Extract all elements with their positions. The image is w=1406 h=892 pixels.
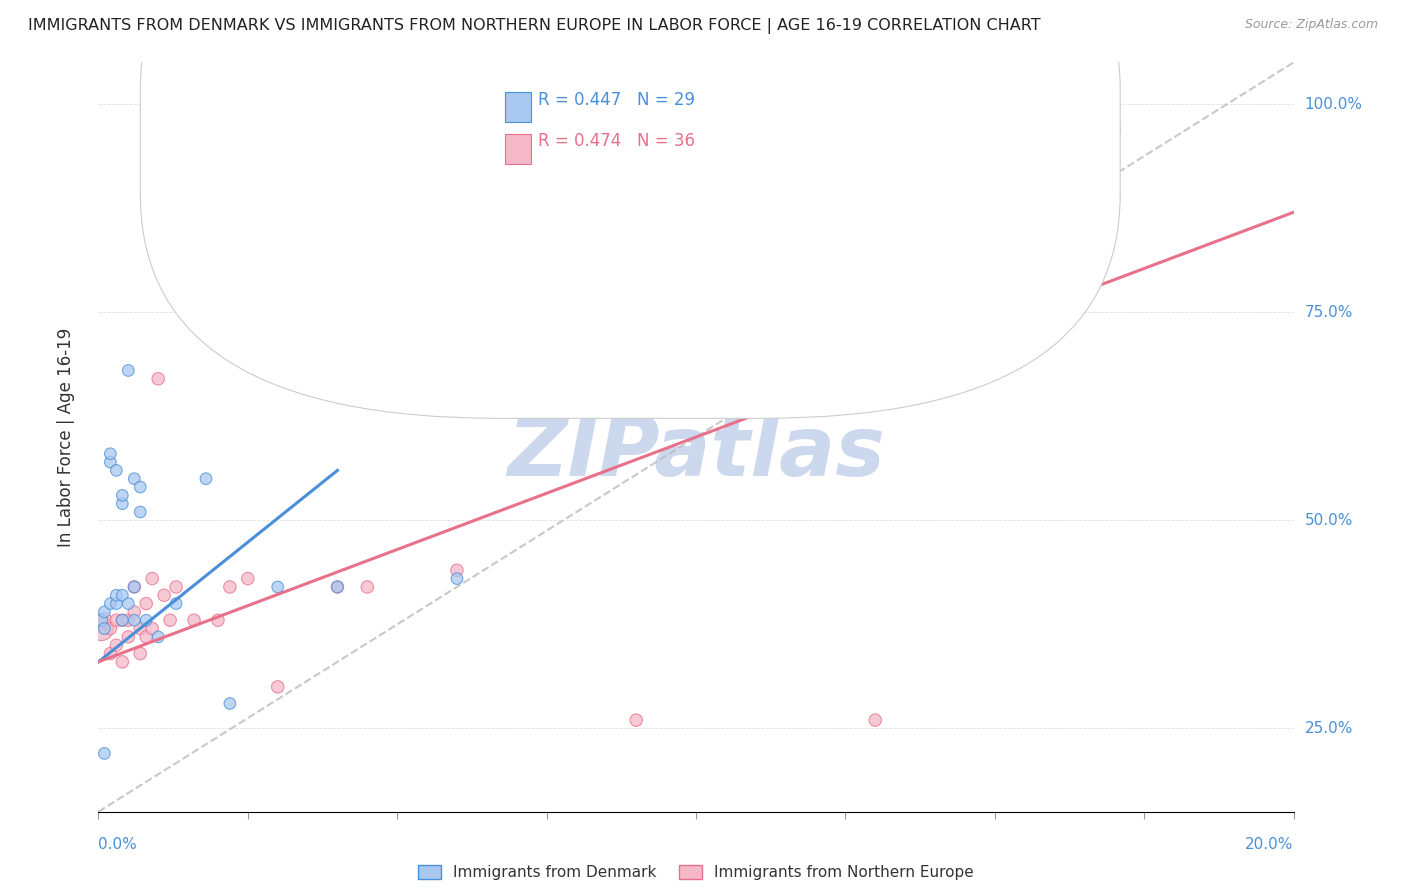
Point xyxy=(98,622,122,636)
FancyBboxPatch shape xyxy=(141,0,1121,418)
Text: Source: ZipAtlas.com: Source: ZipAtlas.com xyxy=(1244,18,1378,31)
Point xyxy=(195,472,218,486)
Point xyxy=(98,597,122,611)
Text: 75.0%: 75.0% xyxy=(1305,305,1353,319)
Point xyxy=(135,613,157,627)
Point xyxy=(124,580,146,594)
Point xyxy=(165,597,187,611)
Text: R = 0.474   N = 36: R = 0.474 N = 36 xyxy=(538,132,695,150)
Point xyxy=(141,572,163,586)
Point xyxy=(183,613,205,627)
Point xyxy=(117,597,139,611)
Point xyxy=(207,613,229,627)
Point xyxy=(1104,122,1126,136)
Y-axis label: In Labor Force | Age 16-19: In Labor Force | Age 16-19 xyxy=(56,327,75,547)
Point xyxy=(124,580,146,594)
Legend: Immigrants from Denmark, Immigrants from Northern Europe: Immigrants from Denmark, Immigrants from… xyxy=(412,859,980,887)
Point xyxy=(356,580,378,594)
Point xyxy=(626,713,648,727)
Point xyxy=(117,630,139,644)
Text: R = 0.447   N = 29: R = 0.447 N = 29 xyxy=(538,91,695,109)
Point xyxy=(124,613,146,627)
Point xyxy=(219,697,242,711)
Point xyxy=(326,580,349,594)
Point xyxy=(148,372,170,386)
Bar xyxy=(505,134,531,163)
Point xyxy=(446,572,468,586)
Point xyxy=(98,455,122,469)
Point xyxy=(93,605,115,619)
Point xyxy=(98,647,122,661)
Text: 0.0%: 0.0% xyxy=(98,837,138,852)
Point xyxy=(93,622,115,636)
Point xyxy=(111,613,134,627)
Point xyxy=(141,622,163,636)
Point xyxy=(111,655,134,669)
Bar xyxy=(505,93,531,122)
Point xyxy=(105,463,128,477)
Point xyxy=(117,363,139,377)
Point xyxy=(326,580,349,594)
Point xyxy=(267,580,290,594)
Point xyxy=(1043,263,1066,277)
Point xyxy=(135,597,157,611)
Point xyxy=(90,622,112,636)
Point xyxy=(93,747,115,761)
Point xyxy=(267,680,290,694)
Text: 25.0%: 25.0% xyxy=(1305,721,1353,736)
Point xyxy=(236,572,259,586)
Point xyxy=(111,488,134,502)
Point xyxy=(153,588,176,602)
Point xyxy=(446,563,468,577)
Point xyxy=(105,613,128,627)
Text: ZIPatlas: ZIPatlas xyxy=(508,411,884,492)
Text: 50.0%: 50.0% xyxy=(1305,513,1353,528)
Point xyxy=(565,247,588,261)
Point xyxy=(93,613,115,627)
Point xyxy=(159,613,181,627)
Point xyxy=(124,605,146,619)
Point xyxy=(129,505,152,519)
Point xyxy=(90,613,112,627)
Point xyxy=(117,613,139,627)
Point xyxy=(111,613,134,627)
Point xyxy=(98,447,122,461)
Point xyxy=(135,630,157,644)
Point xyxy=(111,588,134,602)
Point xyxy=(165,580,187,594)
Point xyxy=(129,647,152,661)
Point xyxy=(129,480,152,494)
Point xyxy=(129,622,152,636)
Point xyxy=(475,313,498,327)
Point xyxy=(865,713,887,727)
Text: 100.0%: 100.0% xyxy=(1305,96,1362,112)
Point xyxy=(124,472,146,486)
Text: 20.0%: 20.0% xyxy=(1246,837,1294,852)
Point xyxy=(105,597,128,611)
Text: IMMIGRANTS FROM DENMARK VS IMMIGRANTS FROM NORTHERN EUROPE IN LABOR FORCE | AGE : IMMIGRANTS FROM DENMARK VS IMMIGRANTS FR… xyxy=(28,18,1040,34)
Point xyxy=(105,588,128,602)
Point xyxy=(219,580,242,594)
Point xyxy=(105,638,128,652)
Point xyxy=(148,630,170,644)
Point xyxy=(111,497,134,511)
